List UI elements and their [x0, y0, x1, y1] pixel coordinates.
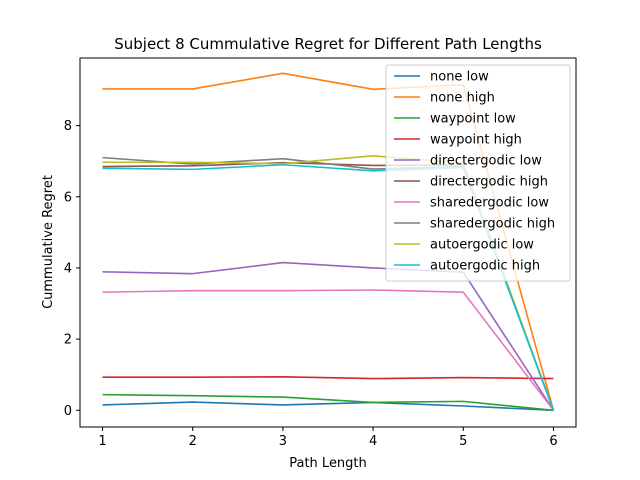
- x-tick-label-0: 1: [98, 434, 106, 449]
- y-tick-label-3: 6: [64, 190, 72, 205]
- x-tick-label-3: 4: [369, 434, 377, 449]
- series-line-0: [102, 401, 554, 412]
- legend-label-5: directergodic high: [430, 175, 548, 190]
- legend-label-1: none high: [430, 91, 495, 106]
- plot-frame: [79, 57, 577, 428]
- series-line-6: [102, 289, 555, 411]
- legend-box: [385, 64, 571, 282]
- series-line-4: [102, 261, 555, 411]
- legend-label-7: sharedergodic high: [430, 217, 555, 232]
- legend-label-9: autoergodic high: [430, 259, 540, 274]
- legend-label-0: none low: [430, 70, 489, 85]
- x-axis-label: Path Length: [289, 456, 367, 471]
- legend-label-2: waypoint low: [430, 112, 516, 127]
- y-axis: 0 2 4 6 8: [64, 119, 80, 419]
- legend: none low none high waypoint low waypoint hi…: [385, 64, 571, 282]
- x-tick-label-1: 2: [189, 434, 197, 449]
- y-tick-label-4: 8: [64, 119, 72, 134]
- y-axis-label: Cummulative Regret: [41, 175, 56, 309]
- series-line-3: [102, 376, 554, 380]
- x-axis: 1 2 3 4 5 6: [98, 427, 558, 449]
- x-tick-label-2: 3: [279, 434, 287, 449]
- series-line-2: [102, 393, 554, 412]
- x-tick-label-5: 6: [549, 434, 557, 449]
- y-tick-label-2: 4: [64, 261, 72, 276]
- legend-label-8: autoergodic low: [430, 238, 534, 253]
- legend-label-3: waypoint high: [430, 133, 522, 148]
- y-tick-label-1: 2: [64, 333, 72, 348]
- chart-title: Subject 8 Cummulative Regret for Differe…: [114, 35, 542, 53]
- y-tick-label-0: 0: [64, 404, 72, 419]
- legend-label-6: sharedergodic low: [430, 196, 549, 211]
- x-tick-label-4: 5: [459, 434, 467, 449]
- legend-label-4: directergodic low: [430, 154, 542, 169]
